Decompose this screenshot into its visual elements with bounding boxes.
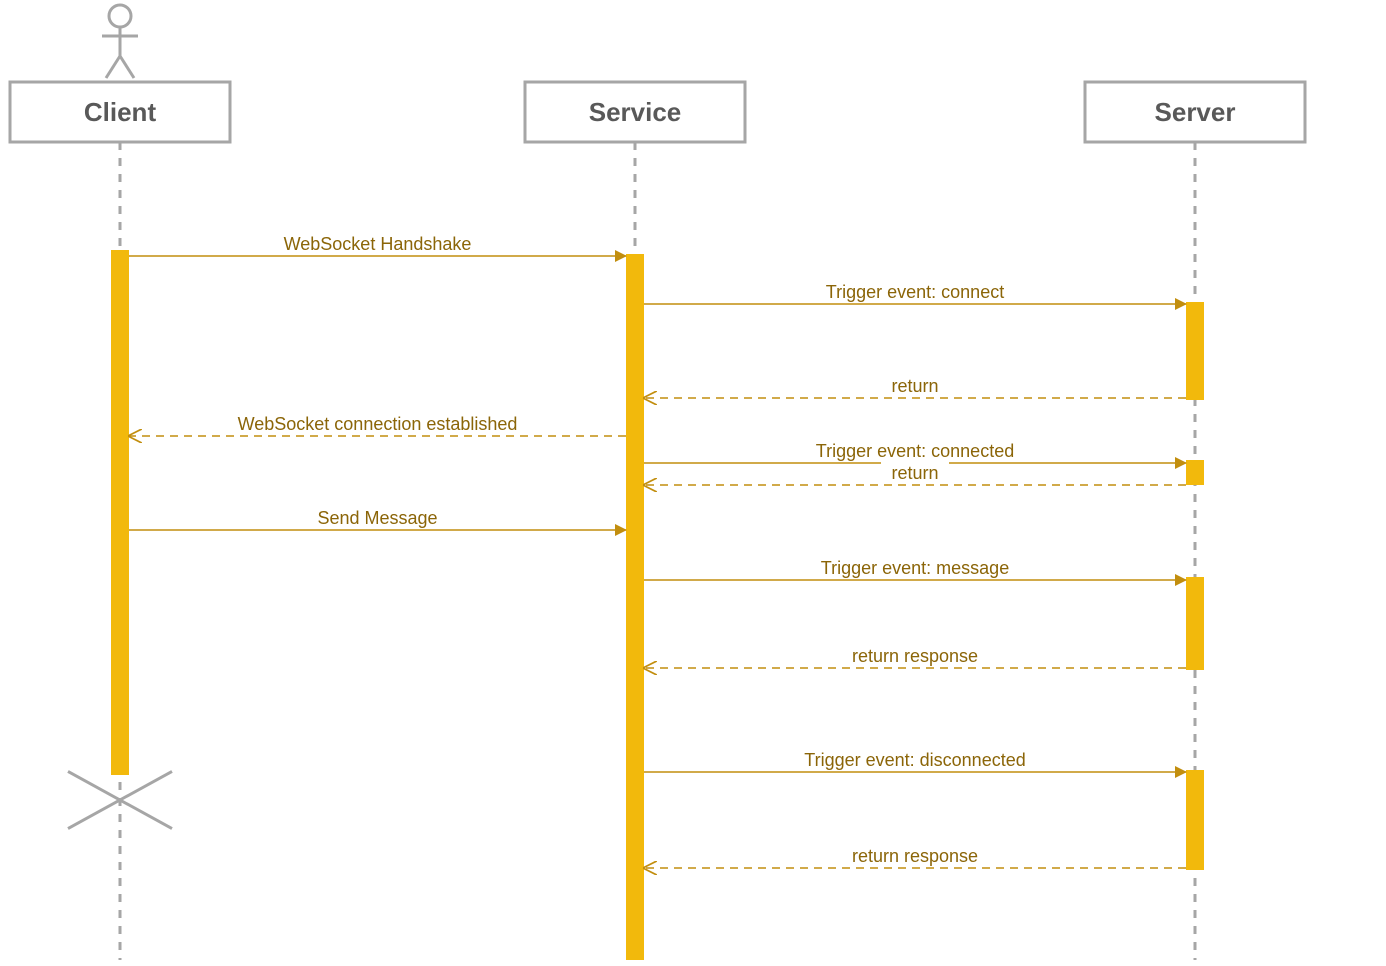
participant-server-label: Server [1155, 97, 1236, 127]
activation-client-0 [111, 250, 129, 775]
actor-icon [102, 5, 138, 78]
activation-server-4 [1186, 577, 1204, 670]
message-label-3: WebSocket connection established [238, 414, 518, 434]
participant-client-label: Client [84, 97, 157, 127]
message-label-1: Trigger event: connect [826, 282, 1004, 302]
message-label-4: Trigger event: connected [816, 441, 1014, 461]
message-label-10: return response [852, 846, 978, 866]
activation-server-3 [1186, 460, 1204, 485]
activation-service-1 [626, 254, 644, 960]
message-label-6: Send Message [317, 508, 437, 528]
message-label-9: Trigger event: disconnected [804, 750, 1025, 770]
participant-service-label: Service [589, 97, 682, 127]
activation-server-5 [1186, 770, 1204, 870]
message-label-5: return [891, 463, 938, 483]
activation-server-2 [1186, 302, 1204, 400]
message-label-8: return response [852, 646, 978, 666]
message-label-2: return [891, 376, 938, 396]
message-label-0: WebSocket Handshake [284, 234, 472, 254]
sequence-diagram: Client Service Server WebSocket Handshake Tr… [0, 0, 1386, 966]
message-label-7: Trigger event: message [821, 558, 1009, 578]
